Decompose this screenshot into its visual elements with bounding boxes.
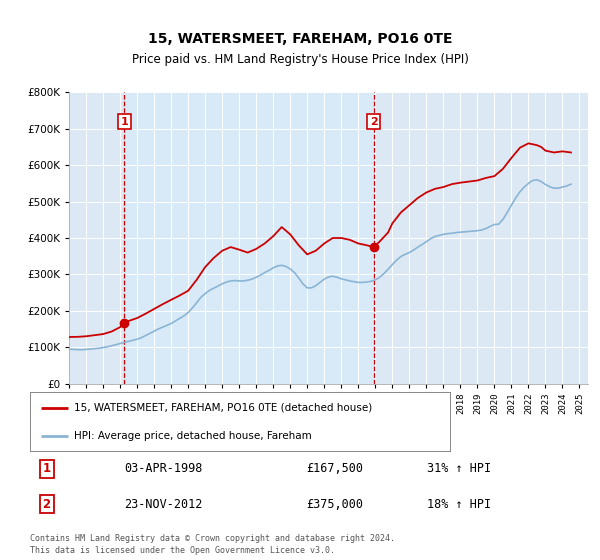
Text: 2: 2 [370, 116, 377, 127]
Text: 2: 2 [43, 497, 50, 511]
Text: Price paid vs. HM Land Registry's House Price Index (HPI): Price paid vs. HM Land Registry's House … [131, 53, 469, 67]
Text: £167,500: £167,500 [306, 463, 363, 475]
Text: 03-APR-1998: 03-APR-1998 [124, 463, 202, 475]
Text: 23-NOV-2012: 23-NOV-2012 [124, 497, 202, 511]
Text: HPI: Average price, detached house, Fareham: HPI: Average price, detached house, Fare… [74, 431, 312, 441]
Text: 18% ↑ HPI: 18% ↑ HPI [427, 497, 491, 511]
Text: Contains HM Land Registry data © Crown copyright and database right 2024.
This d: Contains HM Land Registry data © Crown c… [30, 534, 395, 555]
Text: 15, WATERSMEET, FAREHAM, PO16 0TE (detached house): 15, WATERSMEET, FAREHAM, PO16 0TE (detac… [74, 403, 373, 413]
Text: 31% ↑ HPI: 31% ↑ HPI [427, 463, 491, 475]
Text: 1: 1 [121, 116, 128, 127]
Text: £375,000: £375,000 [306, 497, 363, 511]
Text: 1: 1 [43, 463, 50, 475]
Bar [124, 92, 374, 384]
Text: 15, WATERSMEET, FAREHAM, PO16 0TE: 15, WATERSMEET, FAREHAM, PO16 0TE [148, 32, 452, 46]
